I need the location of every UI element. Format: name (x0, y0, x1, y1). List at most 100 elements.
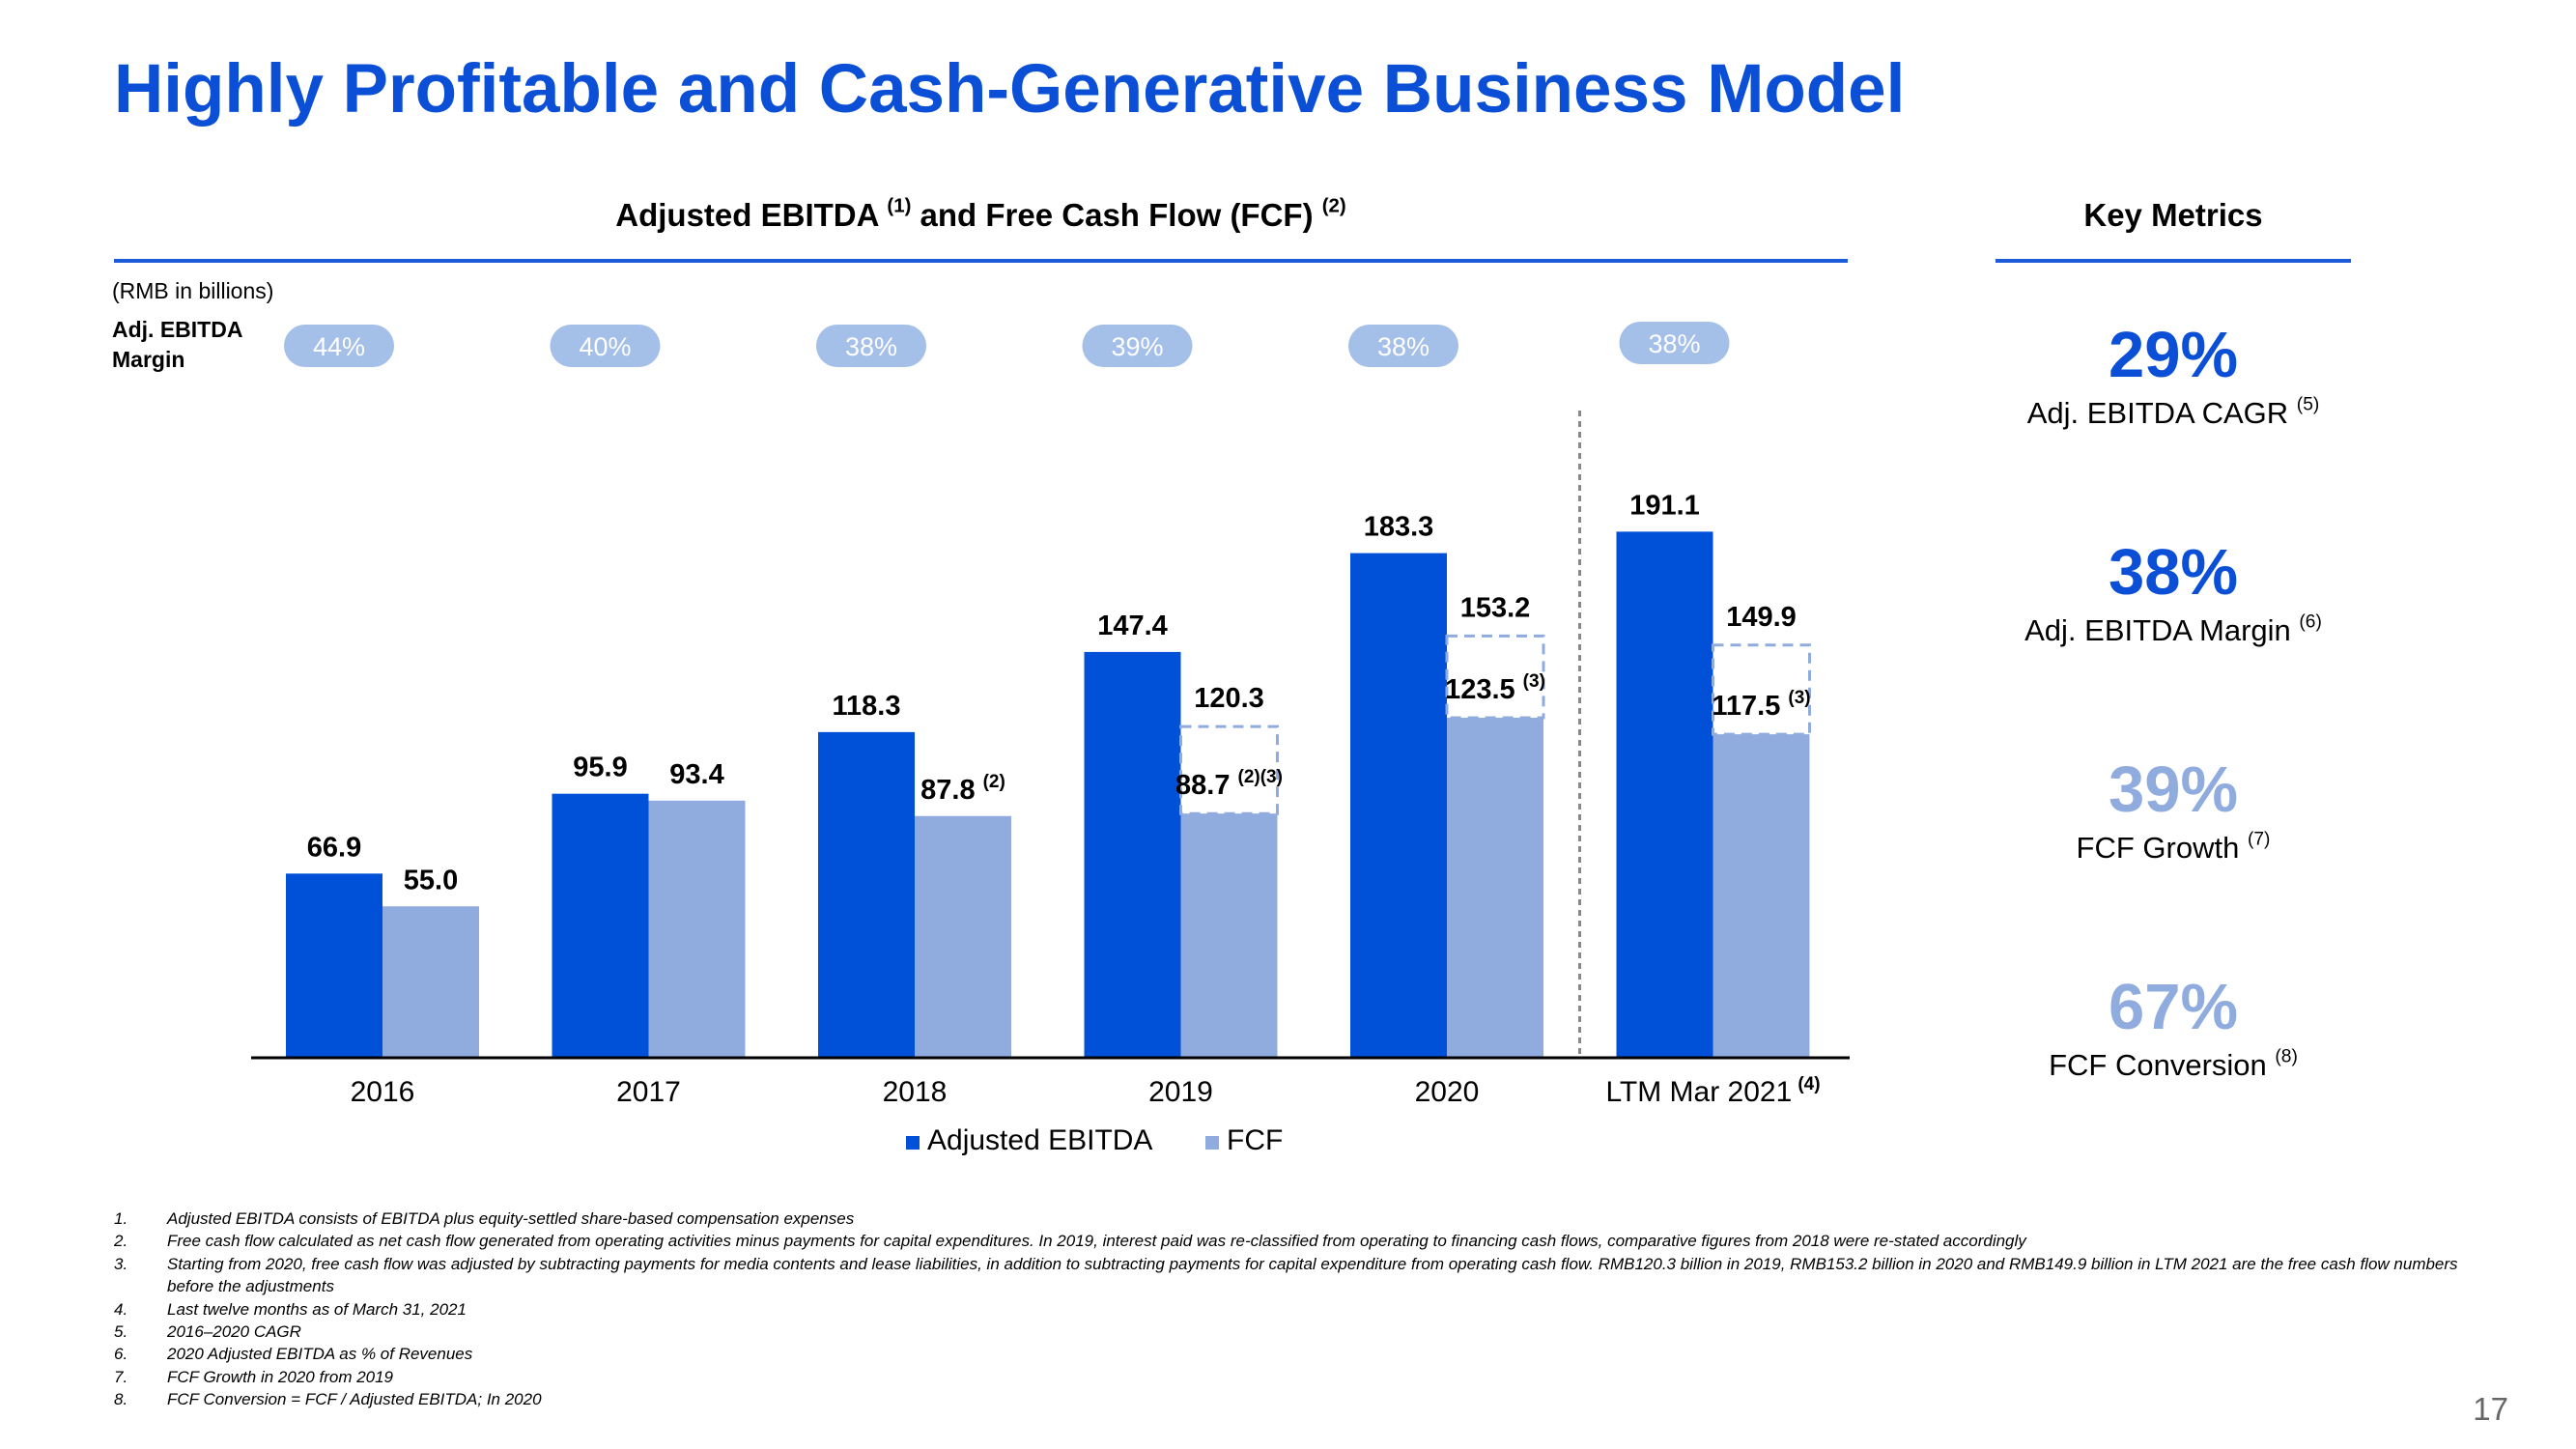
bar-fcf-4 (1447, 718, 1543, 1058)
footnote-number: 1. (114, 1209, 128, 1228)
margin-pill-0 (284, 325, 394, 367)
legend-label-ebitda: Adjusted EBITDA (927, 1124, 1152, 1156)
margin-value-3: 39% (1111, 332, 1163, 361)
footnote-number: 7. (114, 1367, 128, 1386)
key-metric-3: 67% FCF Conversion (8) (1996, 969, 2351, 1085)
key-metric-value: 29% (2108, 319, 2239, 391)
key-metric-label: Adj. EBITDA Margin (6) (2024, 611, 2322, 647)
label-fcf-pre-adjustment-5: 149.9 (1726, 602, 1797, 633)
key-metric-value: 67% (2108, 971, 2239, 1043)
margin-pill-4 (1348, 325, 1458, 367)
chart-title-text: Adjusted EBITDA (615, 197, 888, 233)
margin-row-label: Adj. EBITDA Margin (112, 317, 242, 372)
label-fcf-0: 55.0 (404, 865, 458, 895)
footnote-number: 6. (114, 1345, 128, 1364)
footnote-text: 2020 Adjusted EBITDA as % of Revenues (167, 1345, 473, 1364)
chart-title-footnote-2: (2) (1321, 194, 1346, 217)
category-label-0: 2016 (351, 1076, 415, 1108)
label-fcf-1: 93.4 (669, 759, 723, 790)
bar-ebitda-2 (818, 731, 915, 1058)
footnote-3: 3. Starting from 2020, free cash flow was… (114, 1253, 2490, 1298)
footnote-5: 5. 2016–2020 CAGR (114, 1321, 2490, 1343)
chart-title-rule (114, 259, 1848, 263)
bar-fcf-1 (648, 800, 746, 1058)
key-metrics-rule (1996, 259, 2351, 263)
bar-fcf-5 (1713, 734, 1810, 1058)
label-ebitda-3: 147.4 (1097, 611, 1168, 641)
key-metric-value: 39% (2108, 753, 2239, 826)
footnote-2: 2. Free cash flow calculated as net cash … (114, 1230, 2490, 1252)
legend-swatch-ebitda (906, 1136, 920, 1150)
margin-pill-5 (1619, 322, 1730, 364)
footnote-number: 3. (114, 1254, 128, 1273)
label-fcf-pre-adjustment-3: 120.3 (1194, 683, 1264, 714)
bar-ebitda-0 (286, 873, 382, 1058)
category-label-4: 2020 (1415, 1076, 1480, 1108)
margin-pill-1 (550, 325, 661, 367)
bar-ebitda-1 (552, 793, 649, 1058)
margin-value-5: 38% (1648, 329, 1700, 358)
bar-ebitda-5 (1616, 531, 1713, 1058)
margin-value-2: 38% (845, 332, 897, 361)
chart-title: Adjusted EBITDA (1) and Free Cash Flow (… (114, 194, 1848, 234)
footnotes: 1. Adjusted EBITDA consists of EBITDA plu… (114, 1208, 2490, 1411)
footnote-text: Adjusted EBITDA consists of EBITDA plus … (167, 1209, 855, 1228)
fcf-pre-adjustment-box-4 (1445, 634, 1545, 720)
key-metric-label: FCF Growth (7) (2076, 829, 2271, 865)
footnote-1: 1. Adjusted EBITDA consists of EBITDA plu… (114, 1208, 2490, 1230)
bar-fcf-2 (915, 815, 1011, 1058)
legend-label-fcf: FCF (1227, 1124, 1283, 1156)
category-label-1: 2017 (616, 1076, 681, 1108)
label-ebitda-5: 191.1 (1629, 490, 1700, 521)
bar-ebitda-3 (1084, 651, 1181, 1058)
label-ebitda-1: 95.9 (573, 753, 627, 783)
margin-pill-2 (816, 325, 926, 367)
footnote-number: 8. (114, 1390, 128, 1409)
footnote-8: 8. FCF Conversion = FCF / Adjusted EBITDA… (114, 1388, 2490, 1410)
chart-title-text-2: and Free Cash Flow (FCF) (911, 197, 1322, 233)
fcf-pre-adjustment-box-3 (1179, 724, 1279, 815)
fcf-pre-adjustment-box-5 (1712, 643, 1811, 736)
label-fcf-4: 123.5 (3) (1445, 671, 1545, 705)
key-metric-1: 38% Adj. EBITDA Margin (6) (1996, 534, 2351, 650)
margin-pill-3 (1082, 325, 1193, 367)
unit-label: (RMB in billions) (112, 278, 274, 303)
category-label-2: 2018 (883, 1076, 948, 1108)
footnote-number: 4. (114, 1299, 128, 1319)
key-metric-2: 39% FCF Growth (7) (1996, 752, 2351, 867)
footnote-text: Free cash flow calculated as net cash fl… (167, 1232, 2026, 1251)
category-label-5: LTM Mar 2021 (4) (1605, 1074, 1820, 1108)
slide-title: Highly Profitable and Cash-Generative Bu… (114, 51, 1906, 128)
key-metric-0: 29% Adj. EBITDA CAGR (5) (1996, 317, 2351, 433)
margin-value-4: 38% (1377, 332, 1430, 361)
category-label-3: 2019 (1148, 1076, 1213, 1108)
footnote-7: 7. FCF Growth in 2020 from 2019 (114, 1366, 2490, 1388)
footnote-4: 4. Last twelve months as of March 31, 202… (114, 1298, 2490, 1321)
chart-title-footnote-1: (1) (887, 194, 912, 217)
footnote-text: 2016–2020 CAGR (167, 1322, 301, 1342)
footnote-text: Last twelve months as of March 31, 2021 (167, 1299, 467, 1319)
key-metrics-title: Key Metrics (2083, 197, 2263, 233)
footnote-text: FCF Conversion = FCF / Adjusted EBITDA; … (167, 1390, 542, 1409)
margin-value-0: 44% (313, 332, 365, 361)
label-ebitda-2: 118.3 (833, 691, 901, 722)
footnote-number: 5. (114, 1322, 128, 1342)
footnote-text: Starting from 2020, free cash flow was a… (167, 1254, 2458, 1296)
label-fcf-5: 117.5 (3) (1712, 688, 1810, 722)
page-number: 17 (2473, 1391, 2508, 1427)
bar-ebitda-4 (1350, 553, 1447, 1058)
footnote-number: 2. (114, 1232, 128, 1251)
footnote-6: 6. 2020 Adjusted EBITDA as % of Revenues (114, 1343, 2490, 1365)
key-metric-label: FCF Conversion (8) (2049, 1046, 2298, 1082)
legend-swatch-fcf (1205, 1136, 1219, 1150)
key-metric-value: 38% (2108, 536, 2239, 609)
footnote-text: FCF Growth in 2020 from 2019 (167, 1367, 394, 1386)
label-ebitda-4: 183.3 (1364, 512, 1434, 543)
label-fcf-2: 87.8 (2) (920, 772, 1005, 806)
bar-fcf-0 (382, 906, 479, 1058)
label-fcf-pre-adjustment-4: 153.2 (1460, 592, 1531, 623)
label-ebitda-0: 66.9 (307, 832, 361, 863)
label-fcf-3: 88.7 (2)(3) (1175, 767, 1283, 801)
bar-fcf-3 (1180, 813, 1278, 1058)
